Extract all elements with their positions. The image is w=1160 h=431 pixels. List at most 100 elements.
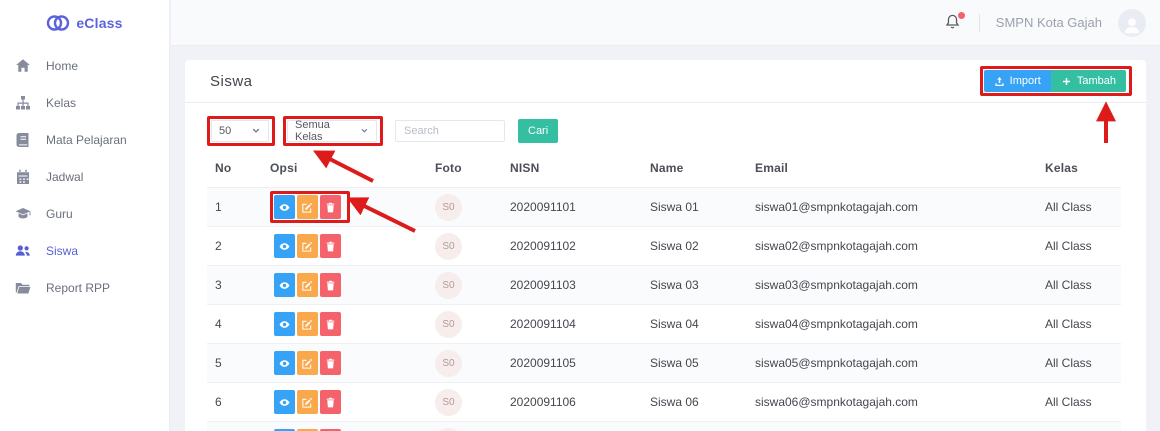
cell-no: 2	[215, 239, 222, 253]
cell-email: siswa06@smpnkotagajah.com	[755, 395, 918, 409]
trash-icon	[325, 280, 336, 291]
main-content: Siswa Import Tambah 50	[171, 46, 1160, 431]
annotation-box-toolbar: Import Tambah	[979, 66, 1132, 96]
foto-initials-badge: S0	[435, 427, 462, 431]
sidebar-item-report-rpp[interactable]: Report RPP	[0, 269, 169, 306]
upload-icon	[994, 76, 1005, 87]
plus-icon	[1061, 76, 1072, 87]
cell-opsi	[262, 344, 427, 383]
edit-button[interactable]	[297, 429, 318, 431]
page-title: Siswa	[210, 72, 253, 90]
sidebar-item-label: Kelas	[46, 95, 77, 110]
trash-icon	[325, 319, 336, 330]
pencil-icon	[302, 358, 313, 369]
view-button[interactable]	[274, 195, 295, 219]
table-header-row: No Opsi Foto NISN Name Email Kelas	[207, 152, 1121, 188]
cari-button[interactable]: Cari	[518, 119, 559, 143]
table-row: 6 S0 2020091106 Siswa 06 siswa06@smpnkot…	[207, 382, 1121, 422]
cell-email: siswa07@smpnkotagajah.com	[747, 422, 1037, 431]
table-row: 7 S0 2020091107 Siswa 07 siswa07@smpnkot…	[207, 421, 1121, 431]
edit-button[interactable]	[297, 390, 318, 414]
eye-icon	[279, 202, 290, 213]
column-header-email: Email	[755, 161, 789, 175]
foto-initials-badge: S0	[435, 349, 462, 377]
cell-kelas: All Class	[1045, 356, 1092, 370]
sidebar-item-kelas[interactable]: Kelas	[0, 84, 169, 121]
view-button[interactable]	[274, 351, 295, 375]
cell-opsi	[262, 422, 427, 431]
brand-name: eClass	[76, 15, 123, 31]
cell-opsi	[262, 188, 427, 227]
sidebar-nav: Home Kelas Mata Pelajaran Jadwal Guru Si…	[0, 46, 169, 306]
trash-icon	[325, 397, 336, 408]
view-button[interactable]	[274, 390, 295, 414]
cell-opsi	[262, 383, 427, 422]
table-body: 1 S0 2020091101 Siswa 01 siswa01@smpnkot…	[207, 187, 1121, 431]
tambah-button[interactable]: Tambah	[1050, 70, 1126, 92]
cell-name: Siswa 04	[650, 317, 699, 331]
foto-initials-badge: S0	[435, 232, 462, 260]
cell-email: siswa02@smpnkotagajah.com	[755, 239, 918, 253]
book-icon	[15, 132, 31, 148]
cell-email: siswa05@smpnkotagajah.com	[755, 356, 918, 370]
sidebar-item-home[interactable]: Home	[0, 47, 169, 84]
cell-foto: S0	[427, 266, 502, 305]
cell-name: Siswa 05	[650, 356, 699, 370]
delete-button[interactable]	[320, 351, 341, 375]
delete-button[interactable]	[320, 273, 341, 297]
user-school-name[interactable]: SMPN Kota Gajah	[995, 15, 1102, 30]
view-button[interactable]	[274, 234, 295, 258]
import-button[interactable]: Import	[983, 70, 1051, 92]
cell-no: 4	[215, 317, 222, 331]
column-header-opsi: Opsi	[270, 161, 298, 175]
delete-button[interactable]	[320, 390, 341, 414]
cell-nisn: 2020091102	[510, 239, 576, 253]
cell-name: Siswa 01	[650, 200, 699, 214]
cell-foto: S0	[427, 227, 502, 266]
cell-name: Siswa 06	[650, 395, 699, 409]
avatar[interactable]	[1118, 8, 1146, 37]
cell-nisn: 2020091106	[510, 395, 576, 409]
sidebar-item-guru[interactable]: Guru	[0, 195, 169, 232]
card-header: Siswa Import Tambah	[185, 60, 1146, 103]
siswa-card: Siswa Import Tambah 50	[185, 60, 1146, 431]
delete-button[interactable]	[320, 312, 341, 336]
chevron-down-icon	[360, 126, 369, 136]
sidebar-item-siswa[interactable]: Siswa	[0, 232, 169, 269]
sitemap-icon	[15, 95, 31, 111]
foto-initials-badge: S0	[435, 388, 462, 416]
cell-email: siswa01@smpnkotagajah.com	[755, 200, 918, 214]
delete-button[interactable]	[320, 234, 341, 258]
delete-button[interactable]	[320, 429, 341, 431]
topbar-divider	[978, 13, 980, 32]
cell-kelas: All Class	[1045, 317, 1092, 331]
search-input[interactable]	[395, 120, 505, 142]
sidebar-item-mata-pelajaran[interactable]: Mata Pelajaran	[0, 121, 169, 158]
sidebar-item-label: Mata Pelajaran	[46, 132, 127, 147]
kelas-select[interactable]: Semua Kelas	[287, 119, 377, 143]
delete-button[interactable]	[320, 195, 341, 219]
edit-button[interactable]	[297, 351, 318, 375]
per-page-select[interactable]: 50	[211, 120, 269, 142]
edit-button[interactable]	[297, 195, 318, 219]
sidebar-item-jadwal[interactable]: Jadwal	[0, 158, 169, 195]
brand-logo[interactable]: eClass	[0, 0, 169, 46]
cell-no: 5	[215, 356, 222, 370]
cell-no: 1	[215, 200, 222, 214]
notifications-button[interactable]	[943, 11, 965, 33]
pencil-icon	[302, 397, 313, 408]
view-button[interactable]	[274, 312, 295, 336]
cell-kelas: All Class	[1045, 395, 1092, 409]
foto-initials-badge: S0	[435, 310, 462, 338]
table-row: 3 S0 2020091103 Siswa 03 siswa03@smpnkot…	[207, 265, 1121, 305]
chevron-down-icon	[251, 126, 261, 136]
edit-button[interactable]	[297, 312, 318, 336]
pencil-icon	[302, 319, 313, 330]
cell-no: 3	[215, 278, 222, 292]
cell-kelas: All Class	[1045, 200, 1092, 214]
edit-button[interactable]	[297, 234, 318, 258]
edit-button[interactable]	[297, 273, 318, 297]
view-button[interactable]	[274, 429, 295, 431]
column-header-foto: Foto	[435, 161, 462, 175]
view-button[interactable]	[274, 273, 295, 297]
